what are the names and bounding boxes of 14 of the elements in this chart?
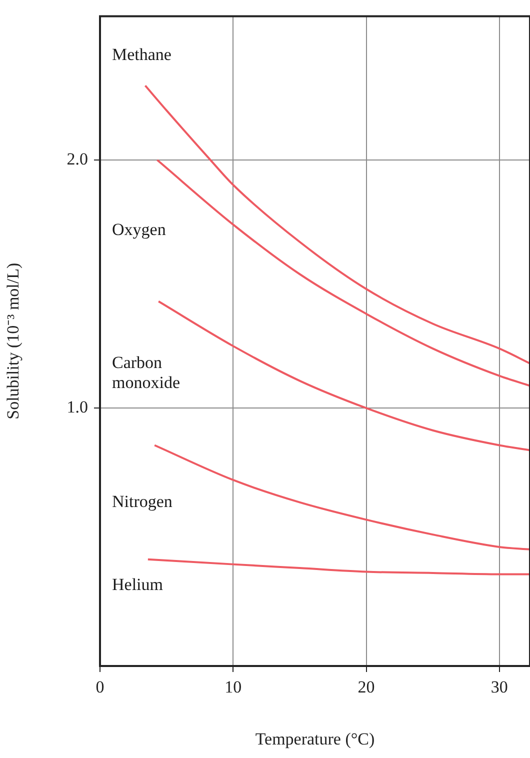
series-label: Methane — [112, 45, 172, 64]
line-series — [146, 558, 530, 576]
x-tick-label: 20 — [358, 678, 375, 697]
x-tick-label: 0 — [96, 678, 104, 697]
text: Nitrogen — [112, 492, 173, 511]
y-tick-label: 1.0 — [66, 398, 88, 417]
x-tick-label: 10 — [224, 678, 242, 697]
y-axis-title: Solubility (10⁻³ mol/L) — [4, 262, 23, 420]
x-axis-title: Temperature (°C) — [255, 729, 375, 748]
text: Oxygen — [112, 220, 166, 240]
x-tick-label: 30 — [490, 678, 508, 697]
series-label: Helium — [112, 574, 163, 594]
series-label: Carbon monoxide — [112, 352, 180, 392]
y-tick-label: 2.0 — [66, 150, 88, 169]
